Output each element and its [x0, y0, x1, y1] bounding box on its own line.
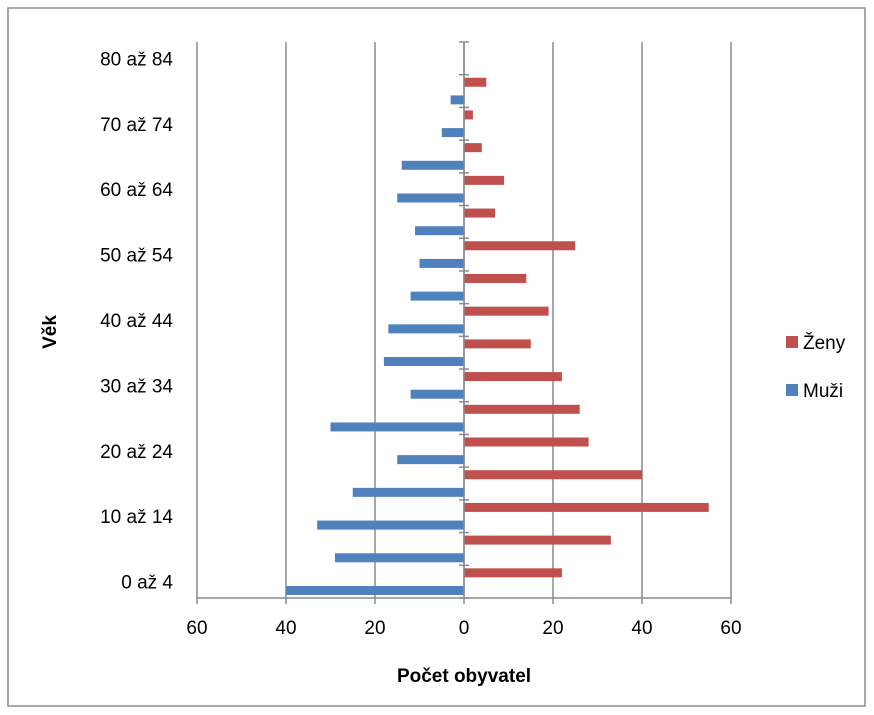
bars	[286, 77, 709, 595]
bar-muzi-1	[334, 553, 464, 563]
x-tick-label-0: 60	[186, 618, 207, 639]
bar-muzi-2	[317, 520, 464, 530]
bar-muzi-11	[415, 226, 464, 236]
bar-zeny-7	[464, 339, 531, 349]
legend-label-1: Muži	[803, 381, 843, 402]
bar-zeny-2	[464, 502, 709, 512]
bar-muzi-6	[410, 389, 464, 399]
bar-muzi-7	[383, 357, 464, 367]
bar-zeny-12	[464, 175, 505, 185]
x-tick-labels: 60 40 20 0 20 40 60	[186, 618, 741, 639]
bar-zeny-8	[464, 306, 549, 316]
x-tick-label-5: 40	[631, 618, 652, 639]
bar-muzi-10	[419, 258, 464, 268]
x-tick-label-3: 0	[459, 618, 470, 639]
bar-muzi-0	[286, 585, 464, 595]
bar-zeny-1	[464, 535, 611, 545]
bar-muzi-4	[397, 455, 464, 465]
bar-zeny-13	[464, 143, 482, 153]
legend-swatch-1	[786, 384, 798, 396]
bar-zeny-15	[464, 77, 487, 87]
bar-zeny-0	[464, 568, 562, 578]
bar-zeny-6	[464, 372, 562, 382]
y-tick-label-16: 80 až 84	[100, 49, 173, 70]
x-tick-label-2: 20	[364, 618, 385, 639]
y-tick-label-6: 30 až 34	[100, 376, 173, 397]
bar-zeny-10	[464, 241, 576, 251]
chart-border	[7, 7, 866, 707]
axes	[197, 41, 731, 599]
bar-muzi-8	[388, 324, 464, 334]
y-tick-label-8: 40 až 44	[100, 311, 173, 332]
y-tick-label-4: 20 až 24	[100, 442, 173, 463]
y-tick-label-0: 0 až 4	[121, 573, 173, 594]
x-tick-label-4: 20	[542, 618, 563, 639]
bar-muzi-5	[330, 422, 464, 432]
bar-zeny-14	[464, 110, 473, 120]
bar-muzi-14	[441, 128, 464, 138]
x-tick-label-6: 60	[720, 618, 741, 639]
bar-muzi-3	[352, 487, 464, 497]
bar-muzi-9	[410, 291, 464, 301]
legend-label-0: Ženy	[803, 332, 846, 354]
legend-swatch-0	[786, 336, 798, 348]
bar-zeny-4	[464, 437, 589, 447]
y-tick-label-2: 10 až 14	[100, 507, 173, 528]
bar-zeny-9	[464, 273, 527, 283]
y-tick-labels: 0 až 4 10 až 14 20 až 24 30 až 34 40 až 44 50…	[100, 49, 173, 593]
bar-zeny-5	[464, 404, 580, 414]
bar-muzi-12	[397, 193, 464, 203]
bar-muzi-15	[450, 95, 464, 105]
bar-zeny-11	[464, 208, 496, 218]
x-axis-title: Počet obyvatel	[397, 666, 531, 687]
x-tick-label-1: 40	[275, 618, 296, 639]
y-tick-label-12: 60 až 64	[100, 180, 173, 201]
y-axis-title: Věk	[40, 315, 61, 349]
bar-zeny-3	[464, 470, 642, 480]
legend: Ženy Muži	[786, 332, 846, 402]
y-tick-label-10: 50 až 54	[100, 246, 173, 267]
y-tick-label-14: 70 až 74	[100, 115, 173, 136]
bar-muzi-13	[401, 160, 464, 170]
